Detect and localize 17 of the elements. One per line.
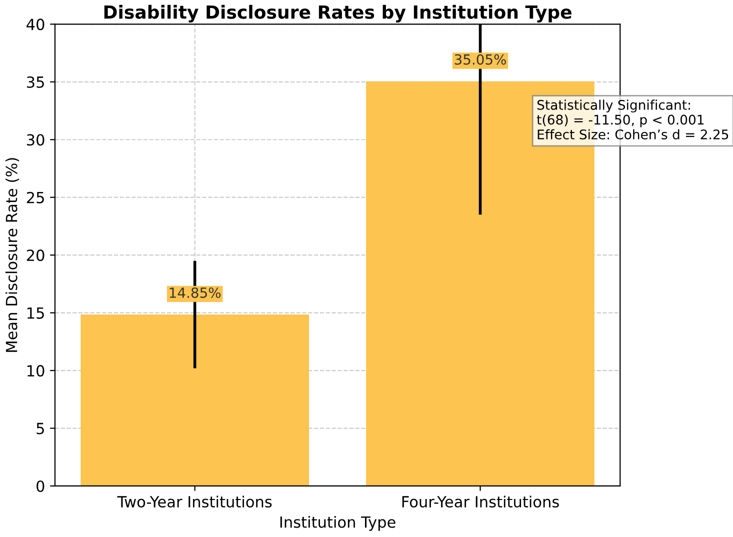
y-tick-label: 25 — [26, 192, 44, 204]
y-tick-label: 10 — [27, 364, 44, 377]
chart-title: Disability Disclosure Rates by Institution Type — [104, 4, 572, 23]
data-label: 14.85% — [170, 287, 221, 298]
y-tick-label: 15 — [27, 307, 44, 319]
y-tick-label: 5 — [36, 422, 44, 434]
x-tick-label: Four-Year Institutions — [402, 496, 559, 508]
y-tick-label: 40 — [26, 18, 44, 30]
x-tick-label: Two-Year Institutions — [117, 496, 272, 508]
y-tick-label: 0 — [36, 480, 44, 492]
y-tick-label: 35 — [26, 76, 44, 88]
data-label: 35.05% — [454, 54, 506, 65]
x-axis-title: Institution Type — [280, 516, 396, 531]
y-tick-label: 30 — [26, 134, 44, 146]
y-tick-label: 20 — [26, 250, 44, 262]
annotation: Statistically Significant: t(68) = -11.50, p < 0.001 Effect Size: Cohen’s d = 2.25 — [536, 100, 728, 140]
y-axis-title: Mean Disclosure Rate (%) — [5, 158, 20, 352]
